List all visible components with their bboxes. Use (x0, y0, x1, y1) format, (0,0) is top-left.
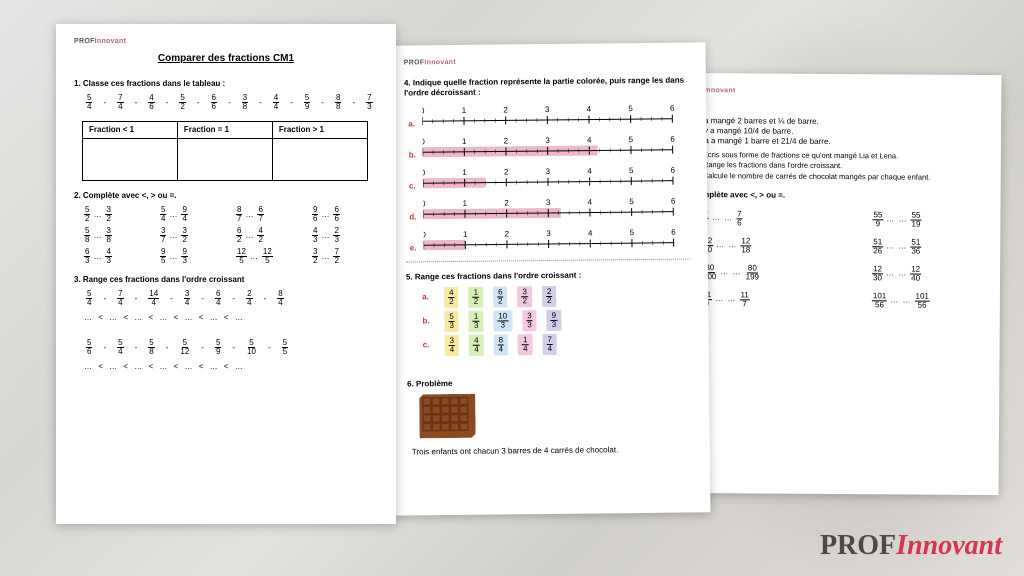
svg-text:6: 6 (671, 227, 676, 236)
svg-text:1: 1 (462, 106, 467, 115)
svg-text:0: 0 (423, 230, 426, 239)
svg-text:5: 5 (628, 104, 633, 113)
q1: 1. Classe ces fractions dans le tableau … (74, 79, 378, 89)
svg-text:6: 6 (670, 103, 675, 112)
svg-text:6: 6 (670, 134, 675, 143)
th-lt1: Fraction < 1 (83, 122, 178, 139)
svg-text:1: 1 (462, 168, 467, 177)
rank-rows: a.4212623222b.53131033393c.3444841474 (406, 284, 691, 356)
svg-text:4: 4 (588, 197, 593, 206)
chocolate-bar-icon (419, 391, 691, 441)
svg-text:5: 5 (630, 228, 635, 237)
svg-text:3: 3 (546, 198, 551, 207)
svg-text:0: 0 (423, 168, 426, 177)
q6-text: Trois enfants ont chacun 3 barres de 4 c… (412, 444, 692, 457)
answer-line-2: … < … < … < … < … < … < … (84, 362, 378, 372)
classify-table: Fraction < 1 Fraction = 1 Fraction > 1 (82, 121, 368, 181)
svg-text:2: 2 (504, 136, 509, 145)
th-gt1: Fraction > 1 (272, 122, 367, 139)
svg-text:1: 1 (462, 137, 467, 146)
svg-text:3: 3 (545, 136, 550, 145)
svg-text:4: 4 (587, 135, 592, 144)
number-lines: a.0123456b.0123456c.0123456d.0123456e.01… (404, 100, 690, 253)
svg-text:6: 6 (671, 196, 676, 205)
answer-line-1: … < … < … < … < … < … < … (84, 313, 378, 323)
q3-set1: 54-74-144-34-64-24-84 (86, 290, 378, 307)
svg-text:0: 0 (422, 137, 425, 146)
mini-logo: PROFInnovant (404, 57, 688, 69)
svg-text:2: 2 (505, 229, 510, 238)
svg-text:5: 5 (629, 166, 634, 175)
q6: 6. Problème (407, 376, 691, 389)
svg-text:4: 4 (587, 166, 592, 175)
q7: 7. Complète avec <, > ou =. (683, 190, 983, 202)
q1-fractions: 54-74-46-52-66-38-44-59-88-73 (86, 94, 378, 111)
svg-text:5: 5 (629, 197, 634, 206)
svg-text:3: 3 (546, 229, 551, 238)
svg-text:0: 0 (423, 199, 426, 208)
svg-text:5: 5 (629, 135, 634, 144)
th-eq1: Fraction = 1 (177, 122, 272, 139)
q3: 3. Range ces fractions dans l'ordre croi… (74, 275, 378, 285)
svg-text:2: 2 (503, 105, 508, 114)
svg-text:1: 1 (463, 230, 468, 239)
svg-text:0: 0 (422, 106, 425, 115)
problem-intro: Lia a mangé 2 barres et ¼ de barre.Tony … (691, 116, 983, 148)
q2: 2. Complète avec <, > ou =. (74, 191, 378, 201)
q3-set2: 56-54-58-512-59-510-55 (86, 339, 378, 356)
svg-text:1: 1 (463, 199, 468, 208)
svg-text:3: 3 (545, 105, 550, 114)
worksheet-page-2: PROFInnovant 4. Indique quelle fraction … (386, 42, 711, 515)
svg-text:4: 4 (588, 228, 593, 237)
page-title: Comparer des fractions CM1 (74, 53, 378, 66)
q4: 4. Indique quelle fraction représente la… (404, 75, 688, 98)
svg-text:2: 2 (504, 167, 509, 176)
svg-text:2: 2 (504, 198, 509, 207)
mini-logo: PROFInnovant (74, 38, 378, 47)
brand-logo: PROFInnovant (820, 530, 1002, 562)
svg-text:4: 4 (587, 104, 592, 113)
problem-bullets: Écris sous forme de fractions ce qu'ont … (703, 150, 983, 182)
q2-pairs: 52…3254…9487…6796…6658…3837…3262…4243…23… (84, 206, 378, 265)
q7-pairs: 78 … … 76559 … … 55191210 … … 12185126 …… (702, 210, 983, 310)
worksheet-page-3: PROFInnovant Lia a mangé 2 barres et ¼ d… (663, 73, 1002, 495)
mini-logo: PROFInnovant (683, 87, 983, 98)
svg-text:3: 3 (546, 167, 551, 176)
q5: 5. Range ces fractions dans l'ordre croi… (406, 269, 690, 282)
worksheet-page-1: PROFInnovant Comparer des fractions CM1 … (56, 24, 396, 524)
svg-text:6: 6 (671, 165, 676, 174)
